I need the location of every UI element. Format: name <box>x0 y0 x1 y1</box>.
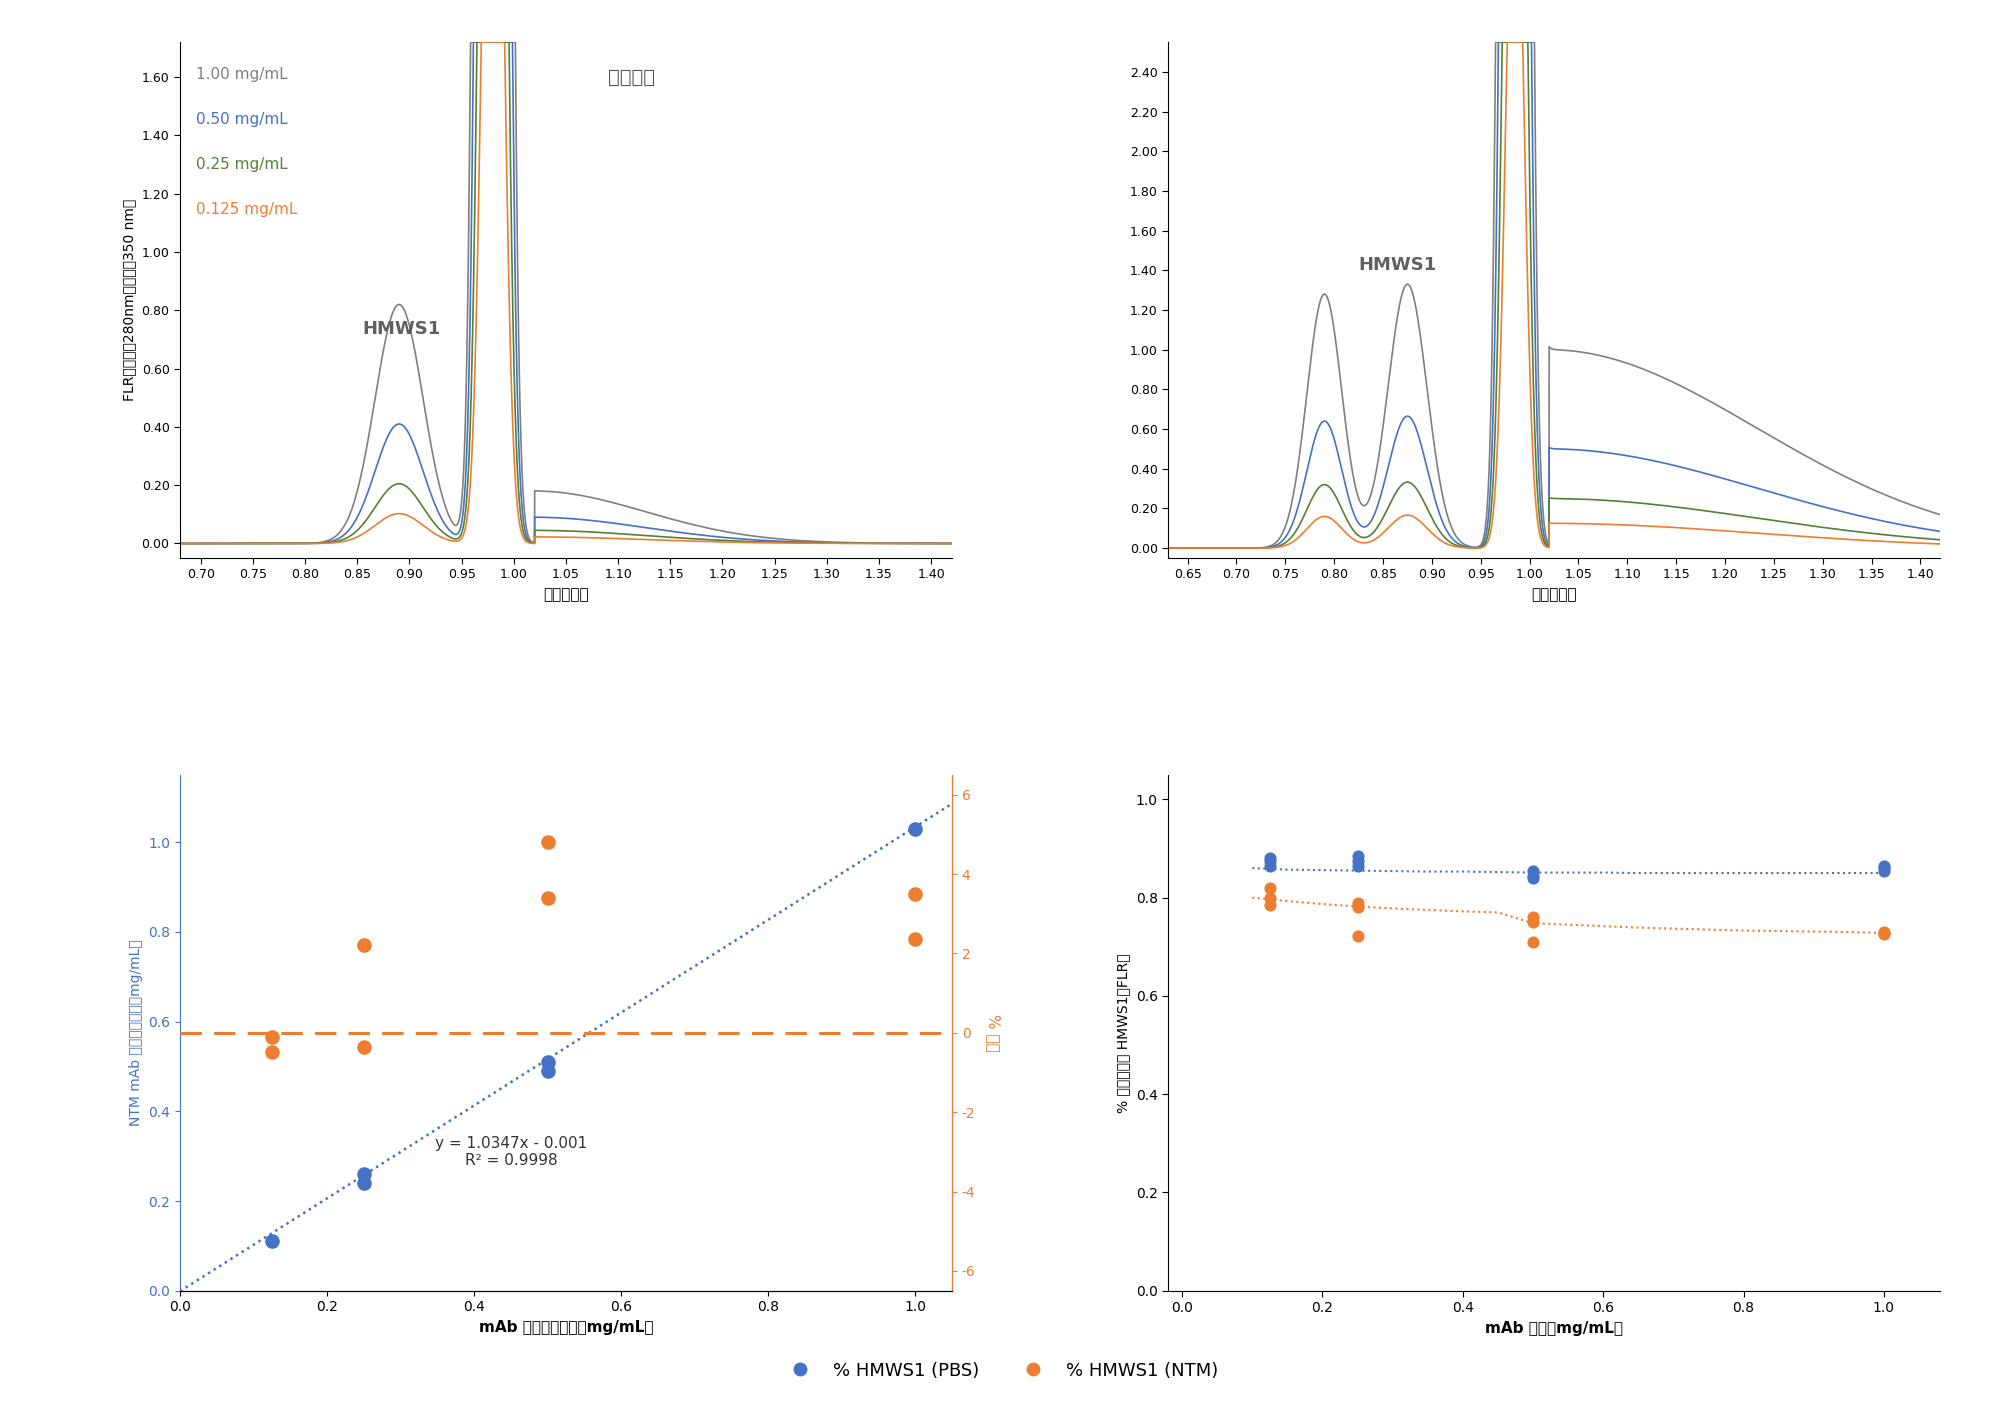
Point <box>900 818 932 840</box>
Point <box>1342 925 1374 947</box>
Text: y = 1.0347x - 0.001
R² = 0.9998: y = 1.0347x - 0.001 R² = 0.9998 <box>434 1136 586 1169</box>
Text: 1.00 mg/mL: 1.00 mg/mL <box>196 66 288 81</box>
Point <box>1868 922 1900 944</box>
Point <box>256 1041 288 1063</box>
Text: 0.25 mg/mL: 0.25 mg/mL <box>196 157 288 173</box>
Point <box>532 887 564 909</box>
Point <box>1516 867 1548 890</box>
Point <box>1254 887 1286 909</box>
Text: モノマー: モノマー <box>608 67 654 87</box>
Point <box>532 1059 564 1082</box>
Point <box>1342 850 1374 873</box>
Point <box>1868 860 1900 882</box>
Y-axis label: FLR（励起：280nm、蛍光：350 nm）: FLR（励起：280nm、蛍光：350 nm） <box>122 199 136 401</box>
Point <box>1868 920 1900 943</box>
Point <box>348 1035 380 1058</box>
Point <box>1254 847 1286 870</box>
X-axis label: 時間（分）: 時間（分） <box>544 586 588 602</box>
Point <box>1868 923 1900 946</box>
Y-axis label: % ピーク面積 HMWS1（FLR）: % ピーク面積 HMWS1（FLR） <box>1116 953 1130 1113</box>
Point <box>1516 911 1548 933</box>
Point <box>532 1051 564 1073</box>
X-axis label: 時間（分）: 時間（分） <box>1532 586 1576 602</box>
Point <box>256 1230 288 1253</box>
Point <box>1516 930 1548 953</box>
Text: HMWS1: HMWS1 <box>1358 257 1436 275</box>
Point <box>1342 891 1374 913</box>
Text: 0.50 mg/mL: 0.50 mg/mL <box>196 112 288 126</box>
Point <box>1868 854 1900 877</box>
Point <box>900 882 932 905</box>
X-axis label: mAb 標準試料濃度（mg/mL）: mAb 標準試料濃度（mg/mL） <box>478 1320 654 1336</box>
Legend: % HMWS1 (PBS), % HMWS1 (NTM): % HMWS1 (PBS), % HMWS1 (NTM) <box>774 1354 1226 1388</box>
Y-axis label: % 偶差: % 偶差 <box>986 1014 1000 1052</box>
Text: HMWS1: HMWS1 <box>362 320 440 338</box>
Point <box>1342 897 1374 919</box>
Point <box>348 1163 380 1186</box>
Point <box>1254 877 1286 899</box>
Point <box>1516 906 1548 929</box>
Point <box>1516 860 1548 882</box>
X-axis label: mAb 濃度（mg/mL）: mAb 濃度（mg/mL） <box>1486 1320 1624 1336</box>
Y-axis label: NTM mAb 濃度（実測値、mg/mL）: NTM mAb 濃度（実測値、mg/mL） <box>128 940 142 1127</box>
Point <box>1254 850 1286 873</box>
Point <box>1342 854 1374 877</box>
Point <box>256 1026 288 1048</box>
Point <box>532 831 564 853</box>
Point <box>1342 845 1374 867</box>
Point <box>348 1172 380 1194</box>
Point <box>1516 864 1548 887</box>
Point <box>1254 894 1286 916</box>
Text: 0.125 mg/mL: 0.125 mg/mL <box>196 202 298 217</box>
Point <box>1254 854 1286 877</box>
Point <box>1868 857 1900 880</box>
Point <box>348 934 380 957</box>
Point <box>900 929 932 951</box>
